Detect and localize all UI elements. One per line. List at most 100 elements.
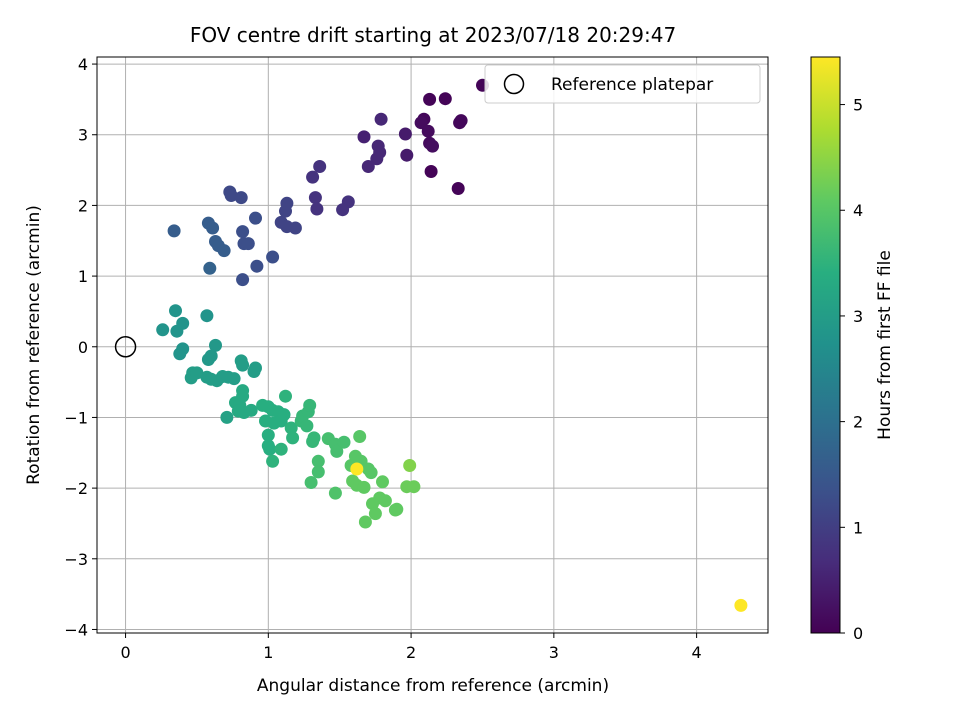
colorbar-tick-label: 5: [853, 96, 863, 115]
data-point: [423, 92, 437, 106]
colorbar-label: Hours from first FF file: [875, 250, 895, 440]
data-point: [421, 124, 435, 138]
data-point: [249, 211, 262, 225]
data-point: [274, 442, 288, 456]
data-point: [220, 410, 234, 424]
colorbar: 0 1 2 3 4 5 Hours from first FF file: [810, 56, 895, 643]
data-point: [170, 324, 184, 338]
data-point: [438, 92, 452, 106]
data-point: [350, 462, 364, 476]
y-axis-ticks: −4 −3 −2 −1 0 1 2 3 4: [64, 55, 97, 639]
data-point: [388, 503, 402, 517]
colorbar-tick-label: 2: [853, 413, 863, 432]
data-point: [217, 244, 231, 258]
data-point: [424, 165, 438, 178]
data-point: [378, 494, 392, 508]
data-point: [313, 160, 327, 173]
x-tick-label: 4: [692, 643, 702, 662]
y-tick-label: 1: [78, 267, 88, 286]
data-point: [286, 431, 300, 445]
data-point: [398, 127, 412, 141]
data-point: [266, 454, 280, 468]
data-point: [426, 139, 439, 153]
data-point: [734, 598, 748, 612]
data-point: [250, 259, 264, 273]
data-point: [311, 465, 325, 479]
data-point: [244, 403, 258, 417]
y-tick-label: 2: [78, 196, 88, 215]
data-point: [247, 365, 261, 378]
y-tick-label: 4: [78, 55, 88, 74]
data-point: [190, 366, 204, 380]
data-point: [200, 309, 214, 323]
data-point: [364, 466, 378, 480]
x-tick-label: 1: [263, 643, 273, 662]
chart-title: FOV centre drift starting at 2023/07/18 …: [190, 23, 676, 47]
data-point: [241, 237, 255, 251]
data-point: [209, 338, 222, 352]
data-point: [374, 112, 388, 126]
data-point: [353, 430, 367, 443]
x-tick-label: 0: [120, 643, 130, 662]
data-point: [328, 486, 342, 500]
data-point: [300, 419, 314, 433]
legend-box: [484, 64, 761, 104]
data-point: [414, 116, 428, 130]
colorbar-tick-label: 4: [853, 201, 863, 220]
data-point: [311, 454, 325, 468]
x-axis-ticks: 0 1 2 3 4: [120, 633, 702, 662]
data-point: [303, 398, 317, 412]
data-point: [306, 170, 320, 184]
y-tick-label: −2: [64, 479, 88, 498]
data-point: [357, 480, 371, 494]
data-point: [310, 202, 324, 216]
data-points: [156, 78, 748, 612]
data-point: [337, 435, 351, 449]
data-point: [201, 353, 215, 366]
data-point: [263, 442, 277, 456]
reference-marker: [114, 336, 137, 358]
data-point: [358, 515, 372, 529]
data-point: [306, 435, 320, 448]
y-tick-label: 0: [78, 338, 88, 357]
x-tick-label: 2: [406, 643, 416, 662]
colorbar-frame: [810, 56, 841, 634]
data-point: [173, 347, 187, 361]
data-point: [206, 221, 220, 235]
x-axis-label: Angular distance from reference (arcmin): [257, 676, 609, 696]
data-point: [156, 323, 170, 337]
data-point: [370, 152, 384, 166]
data-point: [167, 224, 181, 238]
data-point: [407, 480, 421, 494]
data-point: [279, 204, 292, 218]
data-point: [279, 389, 292, 403]
data-point: [403, 459, 417, 472]
data-point: [368, 507, 382, 521]
data-point: [261, 428, 275, 442]
data-point: [376, 475, 389, 489]
y-axis-label: Rotation from reference (arcmin): [24, 205, 44, 485]
data-point: [234, 191, 248, 205]
colorbar-gradient: [811, 57, 840, 633]
data-point: [336, 203, 350, 217]
colorbar-tick-label: 1: [853, 518, 863, 537]
reference-marker-layer: [114, 336, 137, 358]
data-point: [169, 304, 182, 318]
data-point: [224, 189, 238, 202]
legend: Reference platepar: [484, 64, 761, 104]
data-point: [236, 225, 250, 239]
data-point: [236, 358, 250, 372]
data-point: [266, 250, 280, 264]
colorbar-ticks: 0 1 2 3 4 5: [840, 96, 863, 643]
data-point: [288, 221, 302, 235]
y-tick-label: 3: [78, 126, 88, 145]
y-tick-label: −1: [64, 408, 88, 427]
data-point: [236, 273, 250, 287]
data-point: [361, 160, 375, 173]
data-point: [308, 191, 322, 205]
data-point: [366, 497, 379, 511]
data-point: [284, 421, 298, 435]
colorbar-tick-label: 3: [853, 307, 863, 326]
data-point: [400, 148, 414, 162]
